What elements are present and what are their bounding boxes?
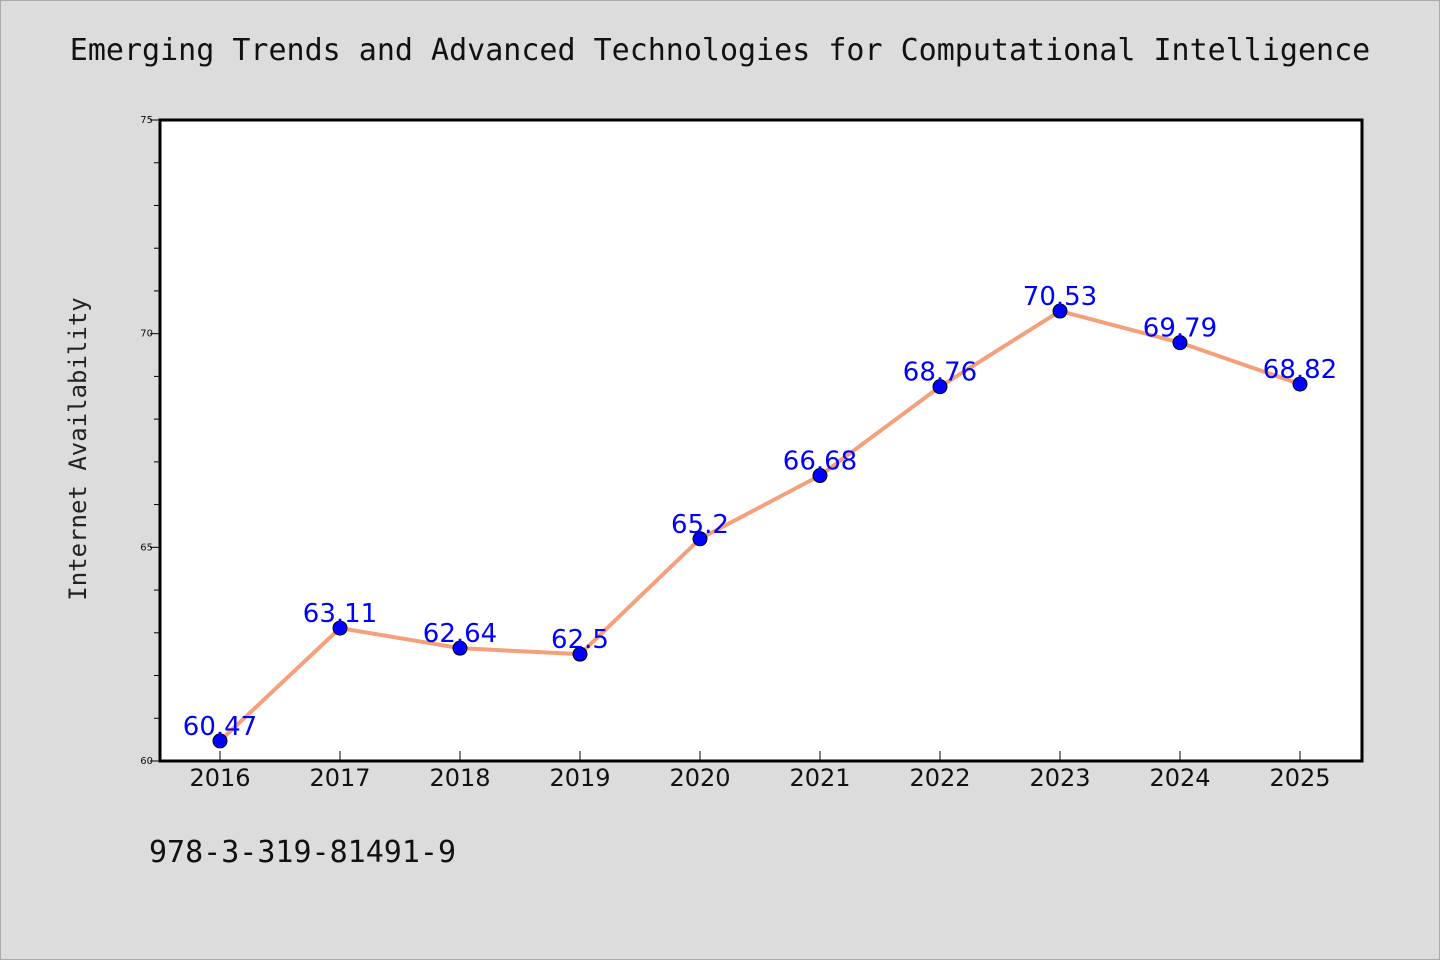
data-point [692, 531, 708, 547]
data-point [212, 733, 228, 749]
series-markers [212, 303, 1308, 749]
data-point [572, 646, 588, 662]
x-tick-label: 2019 [549, 764, 610, 792]
series-line [218, 309, 1301, 743]
data-label: 69.79 [1143, 314, 1217, 344]
y-axis: 60 65 70 75 [140, 115, 159, 767]
data-point [1172, 335, 1188, 351]
data-label: 70.53 [1023, 282, 1097, 312]
data-point [1292, 376, 1308, 392]
x-tick-label: 2025 [1269, 764, 1330, 792]
data-point [332, 620, 348, 636]
data-label: 68.82 [1263, 355, 1337, 385]
x-tick-label: 2023 [1029, 764, 1090, 792]
y-tick-label: 70 [140, 329, 153, 340]
y-tick-label: 65 [140, 542, 153, 553]
data-point [452, 640, 468, 656]
x-tick-label: 2021 [789, 764, 850, 792]
y-tick-label: 60 [140, 756, 153, 767]
data-label: 63.11 [303, 599, 377, 629]
data-label: 62.64 [423, 619, 497, 649]
data-label: 68.76 [903, 358, 977, 388]
x-tick-label: 2016 [189, 764, 250, 792]
x-axis: 2016 2017 2018 2019 2020 2021 2022 2023 2024 2025 [189, 751, 1331, 792]
data-point [1052, 303, 1068, 319]
x-tick-label: 2024 [1149, 764, 1210, 792]
data-label: 62.5 [551, 625, 609, 655]
data-label: 65.2 [671, 510, 729, 540]
x-tick-label: 2022 [909, 764, 970, 792]
data-point [932, 379, 948, 395]
data-labels: 60.47 63.11 62.64 62.5 65.2 66.68 68.76 70.53 69… [183, 282, 1337, 742]
y-tick-label: 75 [140, 115, 153, 126]
x-tick-label: 2017 [309, 764, 370, 792]
x-tick-label: 2020 [669, 764, 730, 792]
isbn-footer: 978-3-319-81491-9 [149, 835, 457, 870]
chart-title: Emerging Trends and Advanced Technologie… [69, 33, 1371, 68]
plot-frame [158, 118, 1364, 763]
x-tick-label: 2018 [429, 764, 490, 792]
data-label: 66.68 [783, 447, 857, 477]
data-label: 60.47 [183, 712, 257, 742]
data-point [812, 468, 828, 484]
